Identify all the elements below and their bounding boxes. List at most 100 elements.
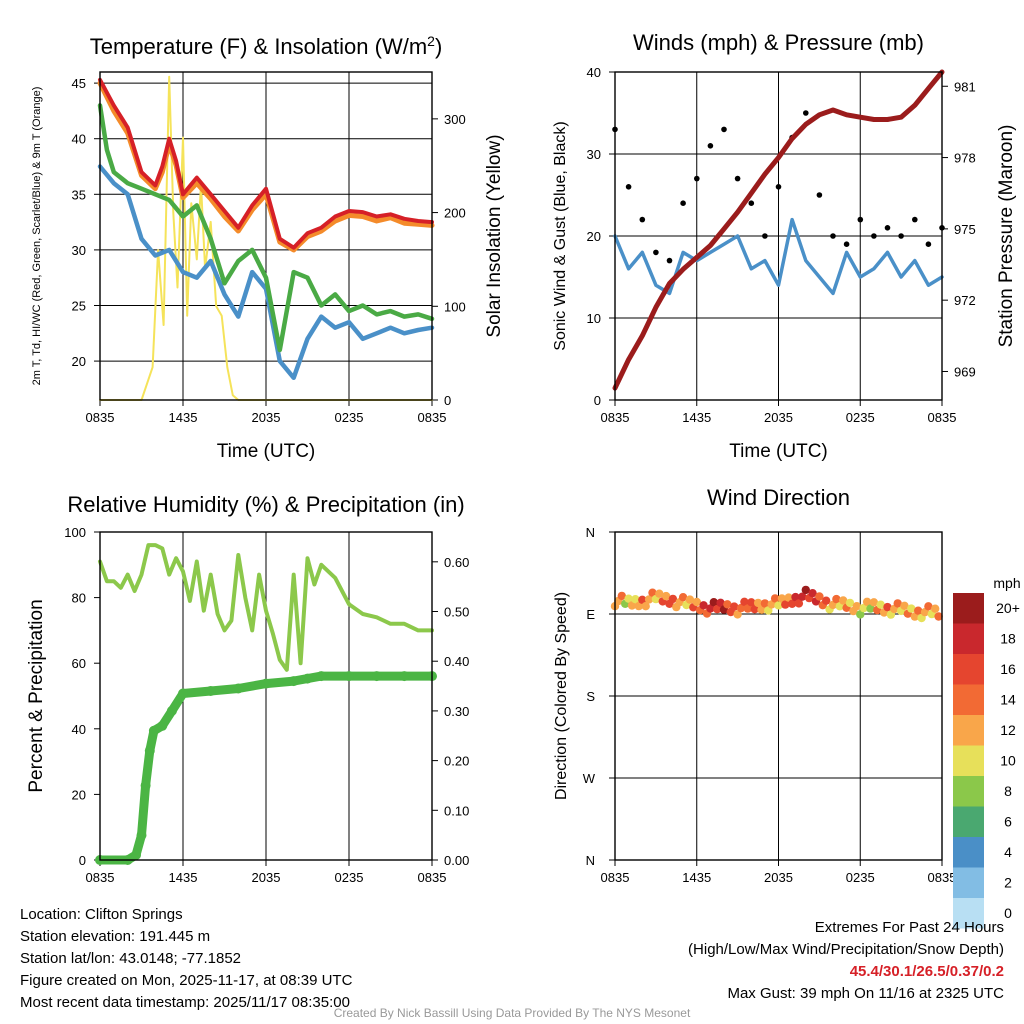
humidity-panel: Relative Humidity (%) & Precipitation (i… [26,492,469,885]
wind-direction-panel: Wind Direction 0835 1435 2035 0235 0835 N E S W N D… [553,485,956,885]
wind-direction-point [641,602,650,611]
x-tick-label: 0835 [418,870,447,885]
latlon-text: Station lat/lon: 43.0148; -77.1852 [20,950,242,967]
gust-point [803,110,809,116]
wind-direction-point [777,594,787,603]
x-tick-label: 0835 [928,870,957,885]
colorbar-swatch [953,654,984,685]
y-tick-label: 10 [587,311,601,326]
y-tick-label: 0 [594,393,601,408]
x-tick-label: 2035 [764,410,793,425]
gust-point [898,233,904,239]
winds-y2-label: Station Pressure (Maroon) [996,125,1017,348]
gust-point [816,192,823,198]
wind-direction-point [624,594,633,603]
y2-tick-label: 969 [954,364,976,379]
precipitation-point [288,676,299,687]
y2-tick-label: 0.00 [444,853,469,868]
winds-y-label: Sonic Wind & Gust (Blue, Black) [552,121,569,350]
station-pressure-line [612,69,945,391]
temperature-y-label: 2m T, Td, HI/WC (Red, Green, Scarlet/Blu… [31,87,43,386]
y-tick-label: 30 [587,147,601,162]
temperature-x-label: Time (UTC) [217,441,316,462]
y-tick-label: 45 [72,76,86,91]
sonic-wind-line [613,217,944,296]
y2-tick-label: 981 [954,79,976,94]
wind-direction-point [760,599,770,608]
gust-point [666,257,673,264]
gust-point [721,126,727,133]
wind-direction-point [747,598,756,607]
precipitation-point [205,686,216,696]
wind-direction-point [634,601,643,611]
winds-x-label: Time (UTC) [729,441,828,462]
wind-direction-point [876,600,885,609]
wind-direction-point [774,601,783,610]
wind-direction-point [893,599,902,608]
y-tick-label: N [586,525,595,540]
wind-direction-y-label: Direction (Colored By Speed) [553,592,570,800]
colorbar-swatch [953,715,984,746]
wind-direction-point [794,599,804,608]
wind-direction-point [713,604,722,614]
wind-direction-point [750,605,759,614]
x-tick-label: 2035 [764,870,793,885]
colorbar-label: 4 [1004,844,1012,860]
x-tick-label: 0835 [86,870,115,885]
wind-direction-point [692,597,701,607]
plot-frame [614,531,943,861]
wind-direction-point [815,592,824,601]
y2-tick-label: 0.60 [444,555,469,570]
wind_direction-title: Wind Direction [707,485,850,510]
x-tick-label: 0835 [601,870,630,885]
gust-point [653,249,659,256]
wind-direction-point [883,602,892,612]
wind-direction-point [869,598,879,607]
x-tick-label: 0835 [418,410,447,425]
x-tick-label: 0235 [335,410,364,425]
elevation-text: Station elevation: 191.445 m [20,928,211,945]
dewpoint-line [97,103,435,353]
wind-direction-point [736,603,746,613]
x-tick-label: 1435 [682,410,711,425]
precipitation-point [233,683,244,694]
wind-direction-point [770,594,780,603]
gust-point [884,225,891,231]
wind-direction-point [914,606,923,615]
wind-direction-point [678,593,688,602]
x-tick-label: 1435 [682,870,711,885]
y2-tick-label: 0.30 [444,704,469,719]
colorbar-swatch [953,898,984,929]
wind-direction-point [784,593,793,602]
wind-direction-point [931,604,940,613]
winds-panel: Winds (mph) & Pressure (mb) 0835 1435 2035 0… [552,30,1017,462]
relative-humidity-line [98,543,434,672]
wind-direction-point [856,610,865,619]
gust-point [762,233,768,239]
wind-direction-point [638,595,647,604]
wind-direction-point [791,592,800,602]
y2-tick-label: 0.50 [444,605,469,620]
wind-direction-point [617,591,626,601]
x-tick-label: 1435 [169,410,198,425]
wind-direction-point [852,602,861,611]
y-tick-label: 40 [72,722,86,737]
wind-direction-point [859,603,868,613]
plot-frame [99,531,433,861]
wind-direction-point [668,594,678,604]
wind-direction-point [631,595,640,604]
y-tick-label: 20 [72,354,86,369]
colorbar-label: 14 [1000,692,1016,708]
gust-point [775,184,782,190]
colorbar-swatch [953,806,984,837]
colorbar-swatch [953,776,984,807]
colorbar-swatch [953,593,984,624]
y-tick-label: N [586,853,595,868]
colorbar-label: 8 [1004,783,1012,799]
precipitation-point [140,780,151,791]
y-tick-label: 40 [587,65,601,80]
colorbar-swatch [953,745,984,776]
colorbar-label: 10 [1000,753,1016,769]
x-tick-label: 0235 [335,870,364,885]
